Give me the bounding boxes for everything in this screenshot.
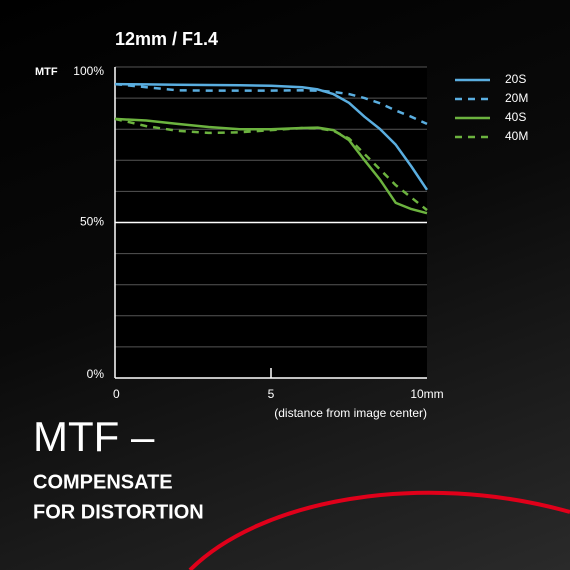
x-tick-label: 0 bbox=[113, 387, 120, 401]
legend-label: 20M bbox=[505, 91, 528, 105]
series-line bbox=[114, 82, 428, 126]
chart-title: 12mm / F1.4 bbox=[115, 29, 218, 49]
y-tick-label: 100% bbox=[73, 64, 104, 78]
x-tick-label: 5 bbox=[268, 387, 275, 401]
series-line bbox=[114, 117, 428, 215]
decor-arc bbox=[188, 490, 570, 570]
legend-label: 40M bbox=[505, 129, 528, 143]
x-axis-title: (distance from image center) bbox=[274, 406, 427, 420]
legend-label: 40S bbox=[505, 110, 526, 124]
y-axis-title: MTF bbox=[35, 66, 58, 78]
series-line bbox=[114, 82, 429, 191]
headline-line: FOR DISTORTION bbox=[33, 501, 204, 523]
headline-line: COMPENSATE bbox=[33, 471, 173, 493]
y-tick-label: 0% bbox=[87, 367, 105, 381]
x-tick-label: 10mm bbox=[410, 387, 443, 401]
legend-label: 20S bbox=[505, 72, 526, 86]
headline-title: MTF – bbox=[33, 413, 155, 460]
y-tick-label: 50% bbox=[80, 215, 104, 229]
